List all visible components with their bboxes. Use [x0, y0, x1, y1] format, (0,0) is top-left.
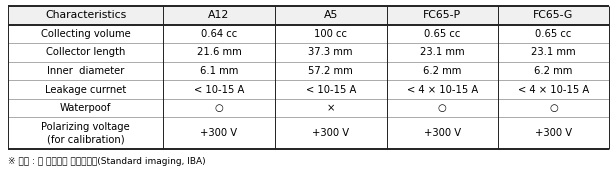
Text: 57.2 mm: 57.2 mm: [308, 66, 353, 76]
Text: +300 V: +300 V: [535, 128, 572, 138]
Text: 6.2 mm: 6.2 mm: [423, 66, 461, 76]
Text: Waterpoof: Waterpoof: [60, 103, 111, 113]
Text: ○: ○: [215, 103, 223, 113]
Text: FC65-G: FC65-G: [533, 10, 574, 20]
Text: +300 V: +300 V: [424, 128, 461, 138]
Text: Polarizing voltage
(for calibration): Polarizing voltage (for calibration): [41, 122, 130, 144]
Text: A12: A12: [208, 10, 229, 20]
Text: +300 V: +300 V: [200, 128, 237, 138]
Text: FC65-P: FC65-P: [423, 10, 461, 20]
Text: 0.64 cc: 0.64 cc: [201, 29, 237, 39]
Text: +300 V: +300 V: [312, 128, 349, 138]
Text: 23.1 mm: 23.1 mm: [420, 47, 464, 57]
Text: < 4 × 10-15 A: < 4 × 10-15 A: [407, 85, 478, 95]
Text: 100 cc: 100 cc: [314, 29, 347, 39]
Text: ○: ○: [549, 103, 558, 113]
Text: 23.1 mm: 23.1 mm: [531, 47, 576, 57]
Text: ○: ○: [438, 103, 446, 113]
Text: 0.65 cc: 0.65 cc: [424, 29, 461, 39]
Text: < 10-15 A: < 10-15 A: [306, 85, 356, 95]
Bar: [8, 6, 609, 25]
Text: 6.1 mm: 6.1 mm: [200, 66, 238, 76]
Text: 6.2 mm: 6.2 mm: [534, 66, 573, 76]
Text: A5: A5: [323, 10, 338, 20]
Text: Collecting volume: Collecting volume: [41, 29, 130, 39]
Text: 21.6 mm: 21.6 mm: [197, 47, 241, 57]
Text: 0.65 cc: 0.65 cc: [535, 29, 571, 39]
Text: 37.3 mm: 37.3 mm: [309, 47, 353, 57]
Text: Leakage currnet: Leakage currnet: [45, 85, 126, 95]
Text: Inner  diameter: Inner diameter: [47, 66, 124, 76]
Text: < 4 × 10-15 A: < 4 × 10-15 A: [518, 85, 589, 95]
Text: Collector length: Collector length: [46, 47, 125, 57]
Text: ※ 출처 : 각 제조사별 장비매뉴얼(Standard imaging, IBA): ※ 출처 : 각 제조사별 장비매뉴얼(Standard imaging, IB…: [8, 158, 205, 167]
Text: ×: ×: [327, 103, 335, 113]
Text: Characteristics: Characteristics: [45, 10, 126, 20]
Text: < 10-15 A: < 10-15 A: [194, 85, 244, 95]
